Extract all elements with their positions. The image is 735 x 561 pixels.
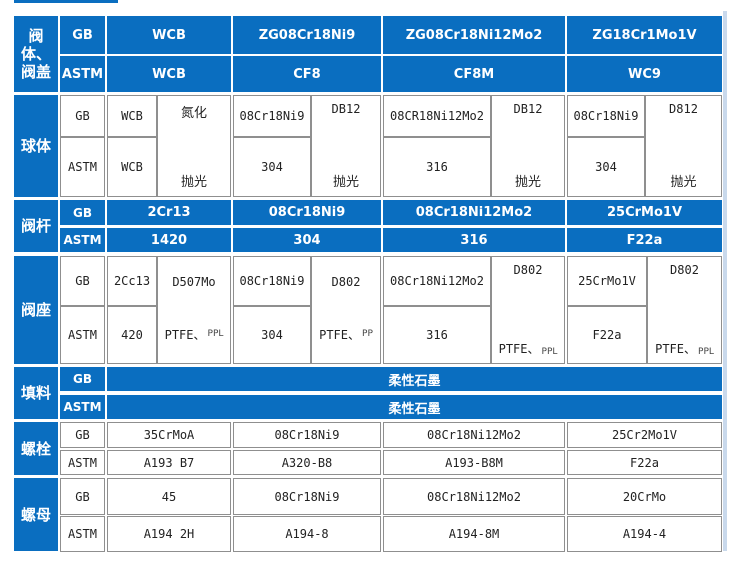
body-astm-value: WCB: [107, 56, 231, 92]
category-bolt: 螺栓: [14, 422, 58, 475]
seat-astm-label: ASTM: [60, 306, 105, 364]
bolt-astm-label: ASTM: [60, 450, 105, 475]
ball-astm-value: 316: [383, 137, 491, 197]
ball-treatment-polish: 抛光: [311, 136, 381, 197]
ppl-label: PPL: [698, 347, 714, 357]
ball-gb-value: WCB: [107, 95, 157, 137]
bolt-gb-value: 08Cr18Ni12Mo2: [383, 422, 565, 448]
bolt-gb-value: 25Cr2Mo1V: [567, 422, 722, 448]
seat-astm-value: 304: [233, 306, 311, 364]
bolt-astm-value: A193 B7: [107, 450, 231, 475]
nut-astm-value: A194-8: [233, 516, 381, 552]
category-ball: 球体: [14, 95, 58, 197]
bolt-gb-value: 35CrMoA: [107, 422, 231, 448]
seat-astm-value: 420: [107, 306, 157, 364]
packing-gb-label: GB: [60, 367, 105, 391]
bolt-astm-value: A193-B8M: [383, 450, 565, 475]
seat-gb-value: 08Cr18Ni12Mo2: [383, 256, 491, 306]
nut-astm-value: A194-4: [567, 516, 722, 552]
stem-gb-value: 08Cr18Ni9: [233, 200, 381, 225]
nut-gb-value: 08Cr18Ni9: [233, 478, 381, 515]
nut-gb-value: 08Cr18Ni12Mo2: [383, 478, 565, 515]
seat-gb-value: 2Cc13: [107, 256, 157, 306]
seat-astm-value: F22a: [567, 306, 647, 364]
body-gb-value: ZG08Cr18Ni9: [233, 16, 381, 54]
nut-astm-value: A194 2H: [107, 516, 231, 552]
ball-gb-label: GB: [60, 95, 105, 137]
stem-gb-value: 2Cr13: [107, 200, 231, 225]
seat-seal-code: D802: [311, 256, 381, 306]
stem-gb-value: 08Cr18Ni12Mo2: [383, 200, 565, 225]
seat-gb-label: GB: [60, 256, 105, 306]
stem-gb-label: GB: [60, 200, 105, 225]
body-astm-value: WC9: [567, 56, 722, 92]
body-gb-value: ZG18Cr1Mo1V: [567, 16, 722, 54]
seat-seal-material: PTFE、 PP: [311, 305, 381, 364]
category-body: 阀体、阀盖: [14, 16, 58, 92]
ball-astm-value: 304: [567, 137, 645, 197]
ptfe-label: PTFE、: [319, 327, 361, 342]
stem-astm-value: 304: [233, 228, 381, 252]
ball-astm-value: WCB: [107, 137, 157, 197]
ptfe-label: PTFE、: [655, 342, 697, 356]
body-astm-value: CF8: [233, 56, 381, 92]
ball-treatment-nitride: 氮化: [157, 95, 231, 137]
ball-treatment-polish: 抛光: [157, 136, 231, 197]
body-astm-label: ASTM: [60, 56, 105, 92]
ball-astm-value: 304: [233, 137, 311, 197]
seat-seal-code: D802: [647, 256, 722, 306]
bolt-astm-value: A320-B8: [233, 450, 381, 475]
ball-gb-value: 08Cr18Ni9: [233, 95, 311, 137]
ppl-label: PPL: [207, 329, 224, 339]
bolt-gb-label: GB: [60, 422, 105, 448]
top-accent-bar: [14, 0, 118, 3]
nut-gb-label: GB: [60, 478, 105, 515]
seat-seal-code: D507Mo: [157, 256, 231, 306]
category-stem: 阀杆: [14, 200, 58, 252]
stem-astm-value: 1420: [107, 228, 231, 252]
ball-treatment-code: D812: [645, 95, 722, 137]
body-gb-value: ZG08Cr18Ni12Mo2: [383, 16, 565, 54]
category-seat: 阀座: [14, 256, 58, 364]
packing-astm-label: ASTM: [60, 395, 105, 419]
body-gb-label: GB: [60, 16, 105, 54]
packing-gb-value: 柔性石墨: [107, 367, 722, 391]
stem-gb-value: 25CrMo1V: [567, 200, 722, 225]
nut-astm-value: A194-8M: [383, 516, 565, 552]
nut-gb-value: 20CrMo: [567, 478, 722, 515]
bolt-astm-value: F22a: [567, 450, 722, 475]
seat-astm-value: 316: [383, 306, 491, 364]
seat-seal-material: PTFE、 PPL: [491, 305, 565, 364]
ptfe-label: PTFE、: [164, 327, 206, 342]
ball-treatment-code: DB12: [491, 95, 565, 137]
pp-label: PP: [362, 329, 373, 339]
ppl-label: PPL: [541, 347, 558, 357]
seat-seal-material: PTFE、 PPL: [157, 305, 231, 364]
seat-seal-material: PTFE、 PPL: [647, 305, 722, 364]
nut-astm-label: ASTM: [60, 516, 105, 552]
body-astm-value: CF8M: [383, 56, 565, 92]
category-nut: 螺母: [14, 478, 58, 551]
ptfe-label: PTFE、: [498, 342, 540, 356]
seat-gb-value: 08Cr18Ni9: [233, 256, 311, 306]
right-edge-bar: [723, 11, 727, 551]
ball-treatment-polish: 抛光: [491, 136, 565, 197]
ball-gb-value: 08Cr18Ni9: [567, 95, 645, 137]
seat-gb-value: 25CrMo1V: [567, 256, 647, 306]
packing-astm-value: 柔性石墨: [107, 395, 722, 419]
stem-astm-label: ASTM: [60, 228, 105, 252]
seat-seal-code: D802: [491, 256, 565, 306]
stem-astm-value: F22a: [567, 228, 722, 252]
category-packing: 填料: [14, 367, 58, 419]
stem-astm-value: 316: [383, 228, 565, 252]
ball-treatment-code: DB12: [311, 95, 381, 137]
bolt-gb-value: 08Cr18Ni9: [233, 422, 381, 448]
ball-astm-label: ASTM: [60, 137, 105, 197]
body-gb-value: WCB: [107, 16, 231, 54]
nut-gb-value: 45: [107, 478, 231, 515]
ball-gb-value: 08CR18Ni12Mo2: [383, 95, 491, 137]
ball-treatment-polish: 抛光: [645, 136, 722, 197]
